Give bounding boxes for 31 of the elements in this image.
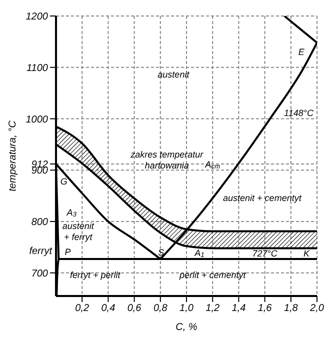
annotation: P bbox=[64, 246, 71, 257]
annotation: ferryt + perlit bbox=[70, 270, 121, 280]
y-tick-label: 1200 bbox=[26, 12, 48, 23]
x-tick-label: 0,2 bbox=[75, 303, 90, 314]
x-tick-label: 1,6 bbox=[258, 303, 272, 314]
annotation: S bbox=[158, 247, 164, 258]
y-axis-title: temperatura, °C bbox=[8, 120, 19, 192]
annotation: zakres temperatur hartowania bbox=[130, 149, 204, 170]
annotation: austenit + ferryt bbox=[62, 221, 94, 242]
x-tick-label: 1,8 bbox=[284, 303, 298, 314]
y-tick-label: 700 bbox=[31, 268, 48, 280]
annotation: E bbox=[298, 47, 306, 58]
annotation: austenit + cementyt bbox=[223, 192, 302, 203]
x-tick-label: 1,2 bbox=[206, 303, 220, 314]
text: ferryt bbox=[29, 246, 54, 257]
x-tick-label: 1,4 bbox=[232, 303, 246, 314]
x-tick-label: 0,4 bbox=[101, 303, 116, 314]
y-tick-label: 1100 bbox=[26, 62, 48, 74]
annotation: 727°C bbox=[252, 248, 278, 258]
annotation: 1148°C bbox=[284, 108, 314, 118]
x-tick-label: 1,0 bbox=[180, 303, 194, 314]
y-tick-label: 800 bbox=[31, 217, 48, 228]
x-tick-label: 0,6 bbox=[127, 303, 142, 314]
annotation: K bbox=[304, 248, 311, 258]
y-tick-label: 1000 bbox=[26, 114, 48, 126]
annotation: austenit bbox=[158, 70, 190, 80]
x-tick-label: 2,0 bbox=[309, 303, 324, 314]
annotation: G bbox=[60, 176, 68, 187]
x-tick-label: 0,8 bbox=[153, 303, 168, 314]
annotation: perlit + cementyt bbox=[178, 270, 246, 280]
x-axis-title: C, % bbox=[176, 322, 198, 333]
